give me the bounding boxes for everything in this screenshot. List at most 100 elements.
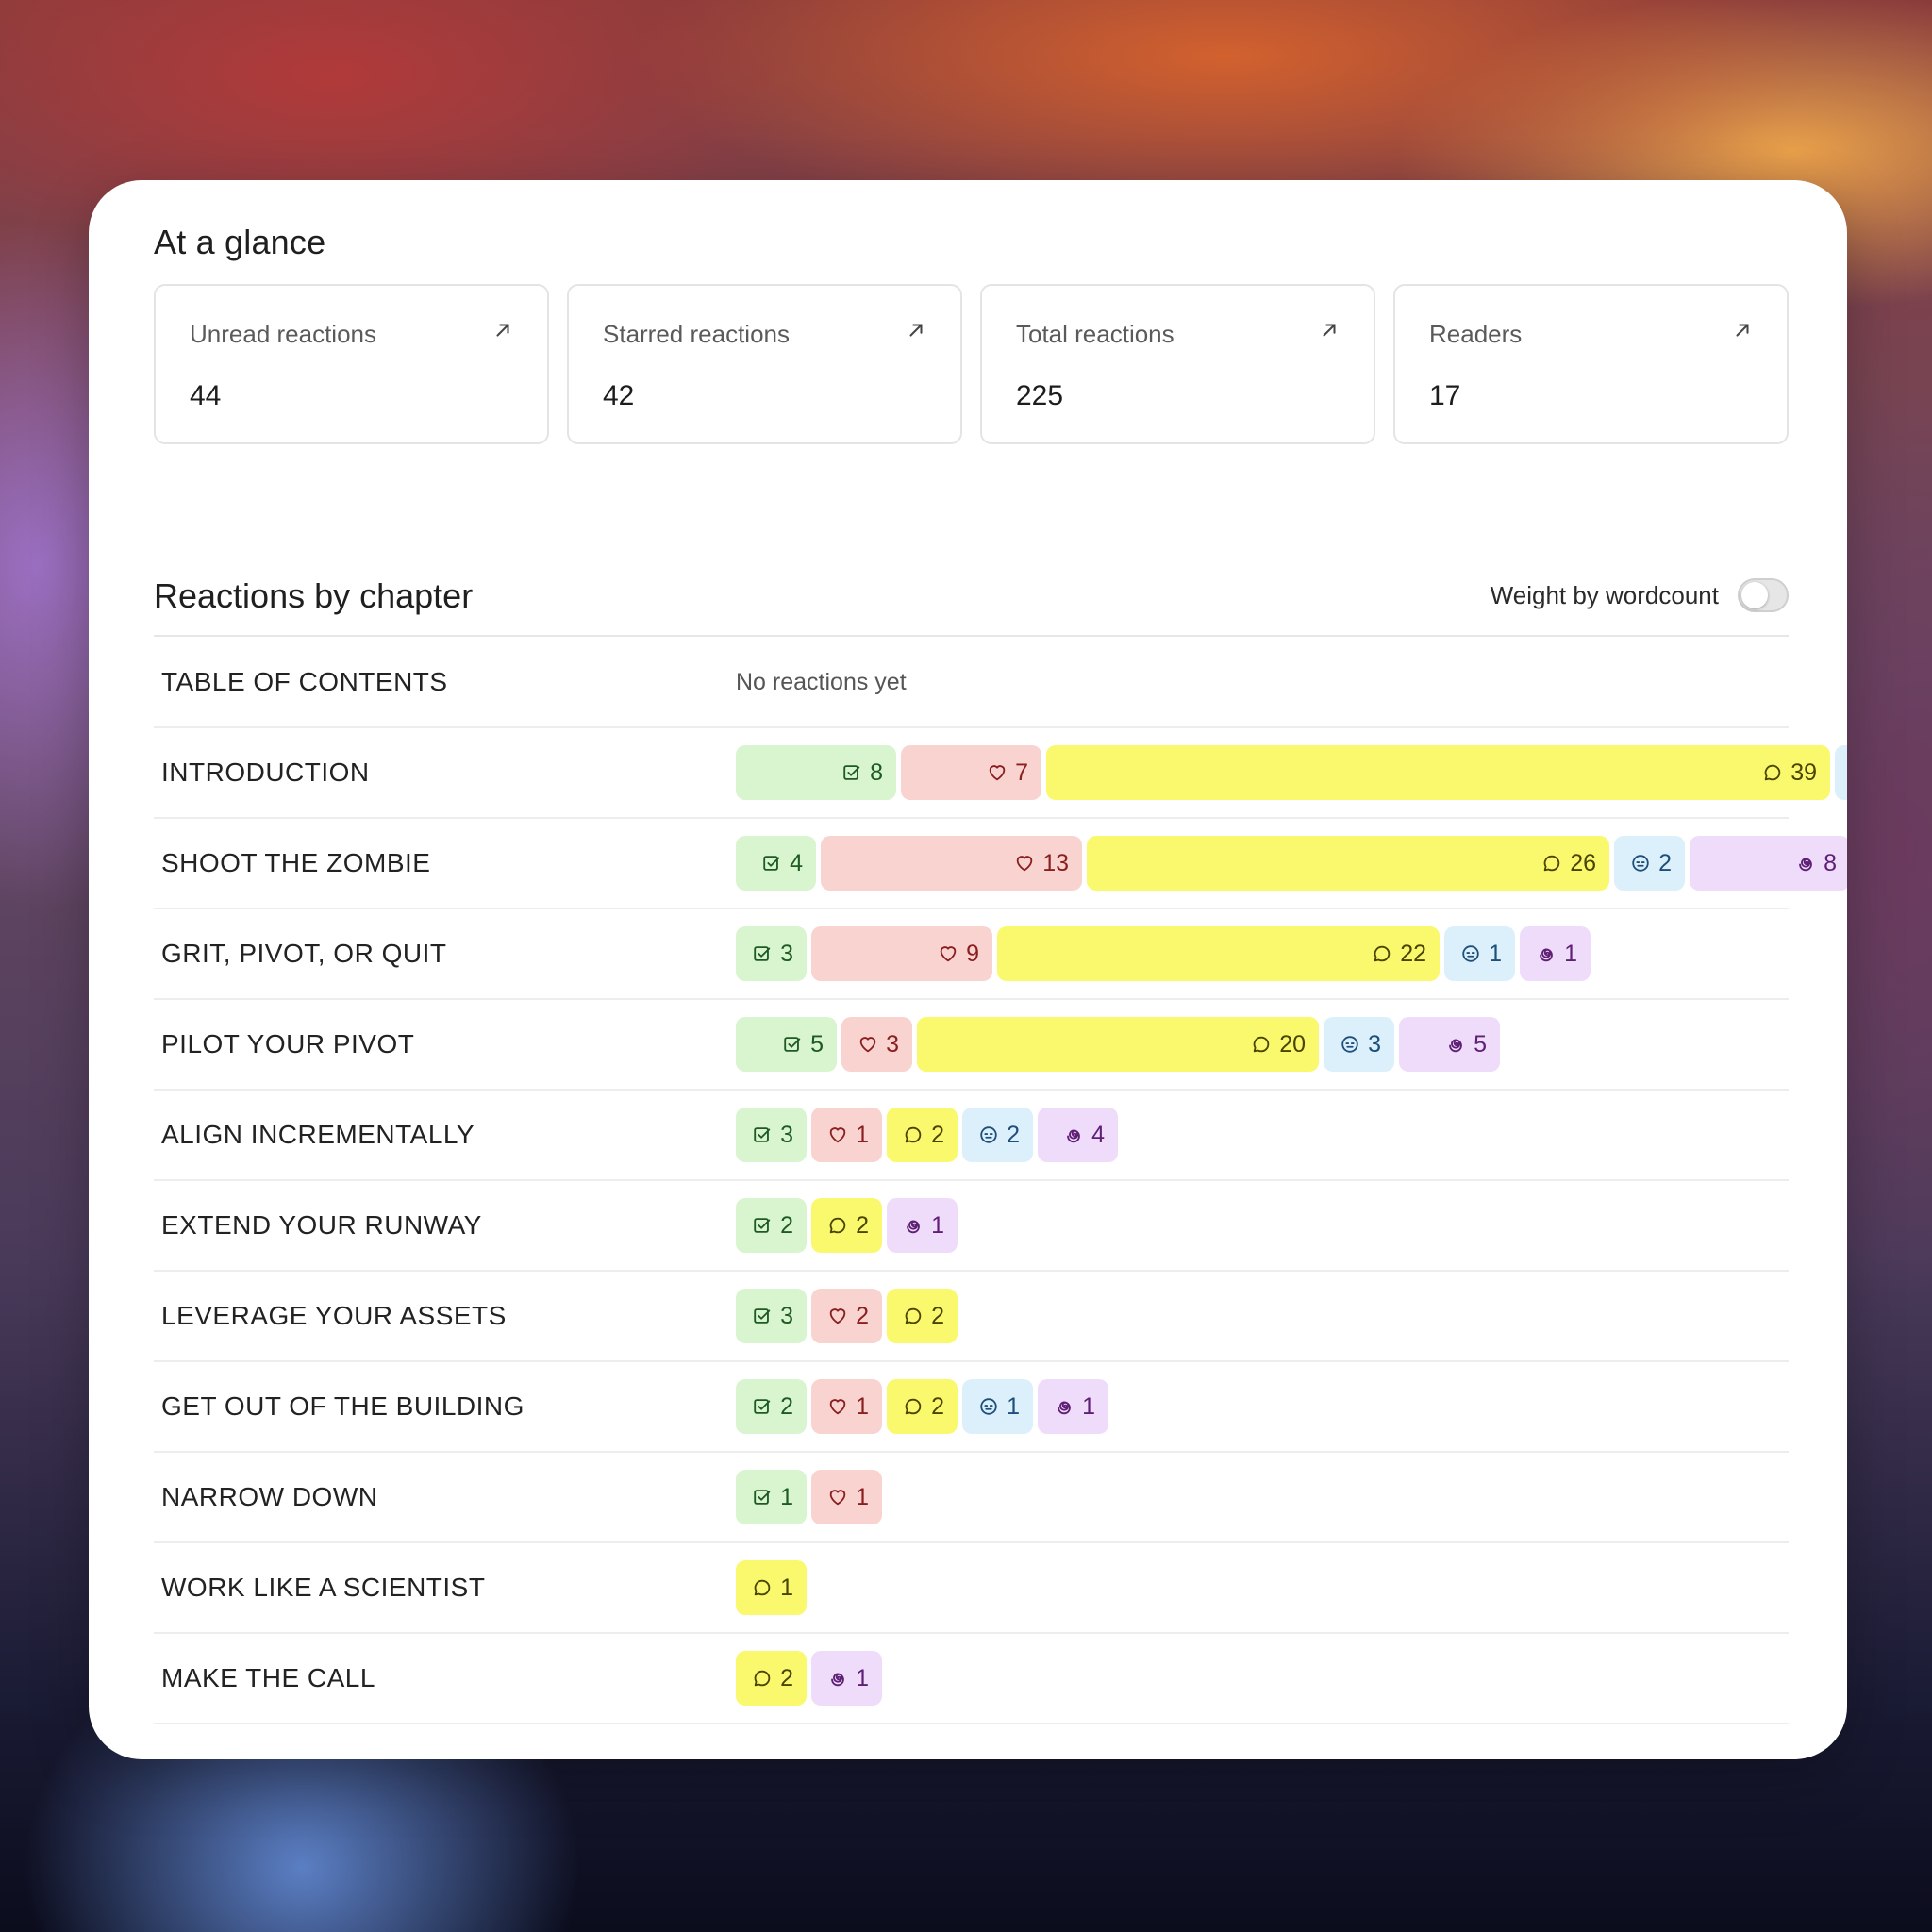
chapter-row[interactable]: PILOT YOUR PIVOT 5 3 20 3 5 <box>154 1000 1789 1091</box>
heart-icon <box>829 1490 846 1506</box>
reaction-count: 2 <box>1007 1121 1020 1148</box>
reaction-bar: 3 9 22 1 1 <box>736 926 1591 981</box>
reaction-count: 13 <box>1042 849 1069 876</box>
meh-face-icon <box>1341 1036 1358 1053</box>
reaction-count: 2 <box>931 1302 944 1329</box>
weight-by-wordcount-toggle[interactable] <box>1738 578 1789 612</box>
reaction-count: 4 <box>790 849 803 876</box>
reaction-segment-spiral[interactable]: 1 <box>811 1651 882 1706</box>
reaction-segment-comment[interactable]: 2 <box>887 1289 958 1343</box>
reaction-segment-heart[interactable]: 13 <box>821 836 1082 891</box>
stat-card-total[interactable]: Total reactions 225 <box>980 284 1375 444</box>
chapter-name: ALIGN INCREMENTALLY <box>161 1120 475 1149</box>
reaction-segment-meh[interactable]: 1 <box>962 1379 1033 1434</box>
reaction-segment-check[interactable]: 2 <box>736 1198 807 1253</box>
spiral-icon <box>831 1673 844 1687</box>
reaction-segment-spiral[interactable]: 4 <box>1038 1108 1118 1162</box>
reaction-count: 3 <box>780 1121 793 1148</box>
chapter-row[interactable]: GET OUT OF THE BUILDING 2 1 2 1 1 <box>154 1362 1789 1453</box>
arrow-up-right-icon[interactable] <box>492 320 513 341</box>
reaction-count: 5 <box>810 1030 824 1058</box>
stat-card-readers[interactable]: Readers 17 <box>1393 284 1789 444</box>
reaction-segment-heart[interactable]: 1 <box>811 1108 882 1162</box>
chapter-name: LEVERAGE YOUR ASSETS <box>161 1301 507 1330</box>
reaction-segment-comment[interactable]: 22 <box>997 926 1440 981</box>
reaction-segment-check[interactable]: 2 <box>736 1379 807 1434</box>
spiral-icon <box>1540 948 1553 962</box>
reaction-segment-comment[interactable]: 26 <box>1087 836 1609 891</box>
reaction-segment-check[interactable]: 3 <box>736 1289 807 1343</box>
reactions-dashboard-card: At a glance Unread reactions 44 Starred … <box>89 180 1847 1759</box>
reaction-segment-comment[interactable]: 20 <box>917 1017 1319 1072</box>
arrow-up-right-icon[interactable] <box>1732 320 1753 341</box>
reaction-count: 2 <box>856 1211 869 1239</box>
reaction-segment-comment[interactable]: 2 <box>811 1198 882 1253</box>
reaction-segment-comment[interactable]: 39 <box>1046 745 1830 800</box>
chapter-row[interactable]: SHOOT THE ZOMBIE 4 13 26 2 8 <box>154 819 1847 909</box>
reaction-segment-heart[interactable]: 7 <box>901 745 1041 800</box>
reaction-segment-heart[interactable]: 2 <box>811 1289 882 1343</box>
spiral-icon <box>1449 1039 1462 1053</box>
reaction-count: 2 <box>931 1121 944 1148</box>
reaction-segment-check[interactable]: 1 <box>736 1470 807 1524</box>
chapter-name: EXTEND YOUR RUNWAY <box>161 1210 482 1240</box>
reaction-segment-heart[interactable]: 1 <box>811 1379 882 1434</box>
reaction-count: 1 <box>856 1664 869 1691</box>
reaction-segment-meh[interactable]: 1 <box>1835 745 1847 800</box>
reaction-segment-spiral[interactable]: 5 <box>1399 1017 1500 1072</box>
chapter-row[interactable]: MAKE THE CALL 2 1 <box>154 1634 1789 1724</box>
reaction-count: 8 <box>1824 849 1837 876</box>
reaction-count: 20 <box>1279 1030 1306 1058</box>
reaction-segment-heart[interactable]: 9 <box>811 926 992 981</box>
reaction-segment-heart[interactable]: 1 <box>811 1470 882 1524</box>
stat-value: 44 <box>190 380 222 411</box>
reaction-segment-check[interactable]: 8 <box>736 745 896 800</box>
reaction-segment-spiral[interactable]: 1 <box>1038 1379 1108 1434</box>
chapter-row[interactable]: GRIT, PIVOT, OR QUIT 3 9 22 1 1 <box>154 909 1789 1000</box>
comment-icon <box>754 1579 771 1596</box>
reaction-segment-meh[interactable]: 3 <box>1324 1017 1394 1072</box>
weight-toggle-group: Weight by wordcount <box>1491 578 1789 612</box>
reaction-bar: 2 2 1 <box>736 1198 958 1253</box>
reaction-bar: 1 <box>736 1560 807 1615</box>
reaction-segment-meh[interactable]: 2 <box>1614 836 1685 891</box>
reaction-segment-comment[interactable]: 2 <box>887 1108 958 1162</box>
chapter-row[interactable]: NARROW DOWN 1 1 <box>154 1453 1789 1543</box>
chapter-name: INTRODUCTION <box>161 758 370 787</box>
reaction-bar: 2 1 2 1 1 <box>736 1379 1108 1434</box>
reaction-bar: 3 1 2 2 4 <box>736 1108 1118 1162</box>
reaction-segment-check[interactable]: 4 <box>736 836 816 891</box>
reaction-bar: 5 3 20 3 5 <box>736 1017 1500 1072</box>
chapter-row[interactable]: TABLE OF CONTENTS No reactions yet <box>154 638 1789 728</box>
chapter-row[interactable]: EXTEND YOUR RUNWAY 2 2 1 <box>154 1181 1789 1272</box>
heart-icon <box>1016 856 1033 872</box>
reaction-segment-comment[interactable]: 2 <box>736 1651 807 1706</box>
checkbox-icon <box>754 1399 771 1414</box>
reaction-segment-spiral[interactable]: 1 <box>1520 926 1591 981</box>
chapter-row[interactable]: INTRODUCTION873918 <box>154 728 1847 819</box>
stat-card-unread[interactable]: Unread reactions 44 <box>154 284 549 444</box>
reaction-segment-meh[interactable]: 2 <box>962 1108 1033 1162</box>
arrow-up-right-icon[interactable] <box>906 320 926 341</box>
chapter-name: SHOOT THE ZOMBIE <box>161 848 431 877</box>
chapter-row[interactable]: LEVERAGE YOUR ASSETS 3 2 2 <box>154 1272 1789 1362</box>
chapter-row[interactable]: WORK LIKE A SCIENTIST 1 <box>154 1543 1789 1634</box>
reaction-segment-check[interactable]: 3 <box>736 926 807 981</box>
reaction-segment-check[interactable]: 3 <box>736 1108 807 1162</box>
arrow-up-right-icon[interactable] <box>1319 320 1340 341</box>
reaction-segment-check[interactable]: 5 <box>736 1017 837 1072</box>
reaction-segment-comment[interactable]: 2 <box>887 1379 958 1434</box>
chapter-row[interactable]: ALIGN INCREMENTALLY 3 1 2 2 4 <box>154 1091 1789 1181</box>
spiral-icon <box>1067 1129 1080 1143</box>
reaction-segment-spiral[interactable]: 8 <box>1690 836 1847 891</box>
reaction-segment-heart[interactable]: 3 <box>841 1017 912 1072</box>
stat-label: Total reactions <box>1016 320 1174 348</box>
reaction-segment-spiral[interactable]: 1 <box>887 1198 958 1253</box>
comment-icon <box>1764 764 1781 781</box>
reaction-segment-meh[interactable]: 1 <box>1444 926 1515 981</box>
stat-card-starred[interactable]: Starred reactions 42 <box>567 284 962 444</box>
reaction-segment-comment[interactable]: 1 <box>736 1560 807 1615</box>
checkbox-icon <box>754 1308 771 1324</box>
chapter-list: TABLE OF CONTENTS No reactions yet INTRODU… <box>154 638 1847 1724</box>
